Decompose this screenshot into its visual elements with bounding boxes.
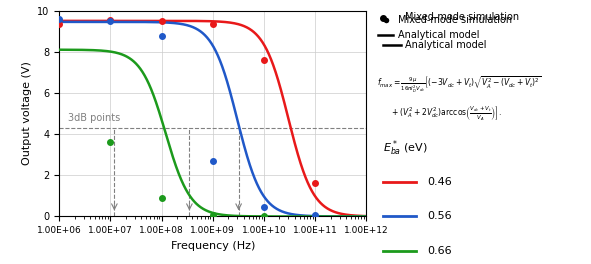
Text: $\left.+(V_A^2+2V_{dc}^2)\arccos\!\left(\frac{V_{dc}+V_t}{V_A}\right)\right].$: $\left.+(V_A^2+2V_{dc}^2)\arccos\!\left(… xyxy=(390,104,502,123)
Y-axis label: Output voltage (V): Output voltage (V) xyxy=(22,62,31,166)
Text: Mixed-mode simulation: Mixed-mode simulation xyxy=(405,12,519,22)
X-axis label: Frequency (Hz): Frequency (Hz) xyxy=(171,241,255,251)
Text: 0.56: 0.56 xyxy=(427,211,452,221)
Text: $E_{ba}^*$ (eV): $E_{ba}^*$ (eV) xyxy=(383,138,428,158)
Text: 3dB points: 3dB points xyxy=(68,113,121,123)
Text: Analytical model: Analytical model xyxy=(405,40,486,50)
Text: 0.66: 0.66 xyxy=(427,246,452,256)
Legend: Mixed-mode simulation, Analytical model: Mixed-mode simulation, Analytical model xyxy=(374,11,516,44)
Text: 0.46: 0.46 xyxy=(427,177,452,187)
Text: $f_{max} = \frac{9\mu}{16\pi I_D^2 V_{dc}}\left[(-3V_{dc}+V_t)\sqrt{V_A^2-(V_{dc: $f_{max} = \frac{9\mu}{16\pi I_D^2 V_{dc… xyxy=(376,74,541,95)
